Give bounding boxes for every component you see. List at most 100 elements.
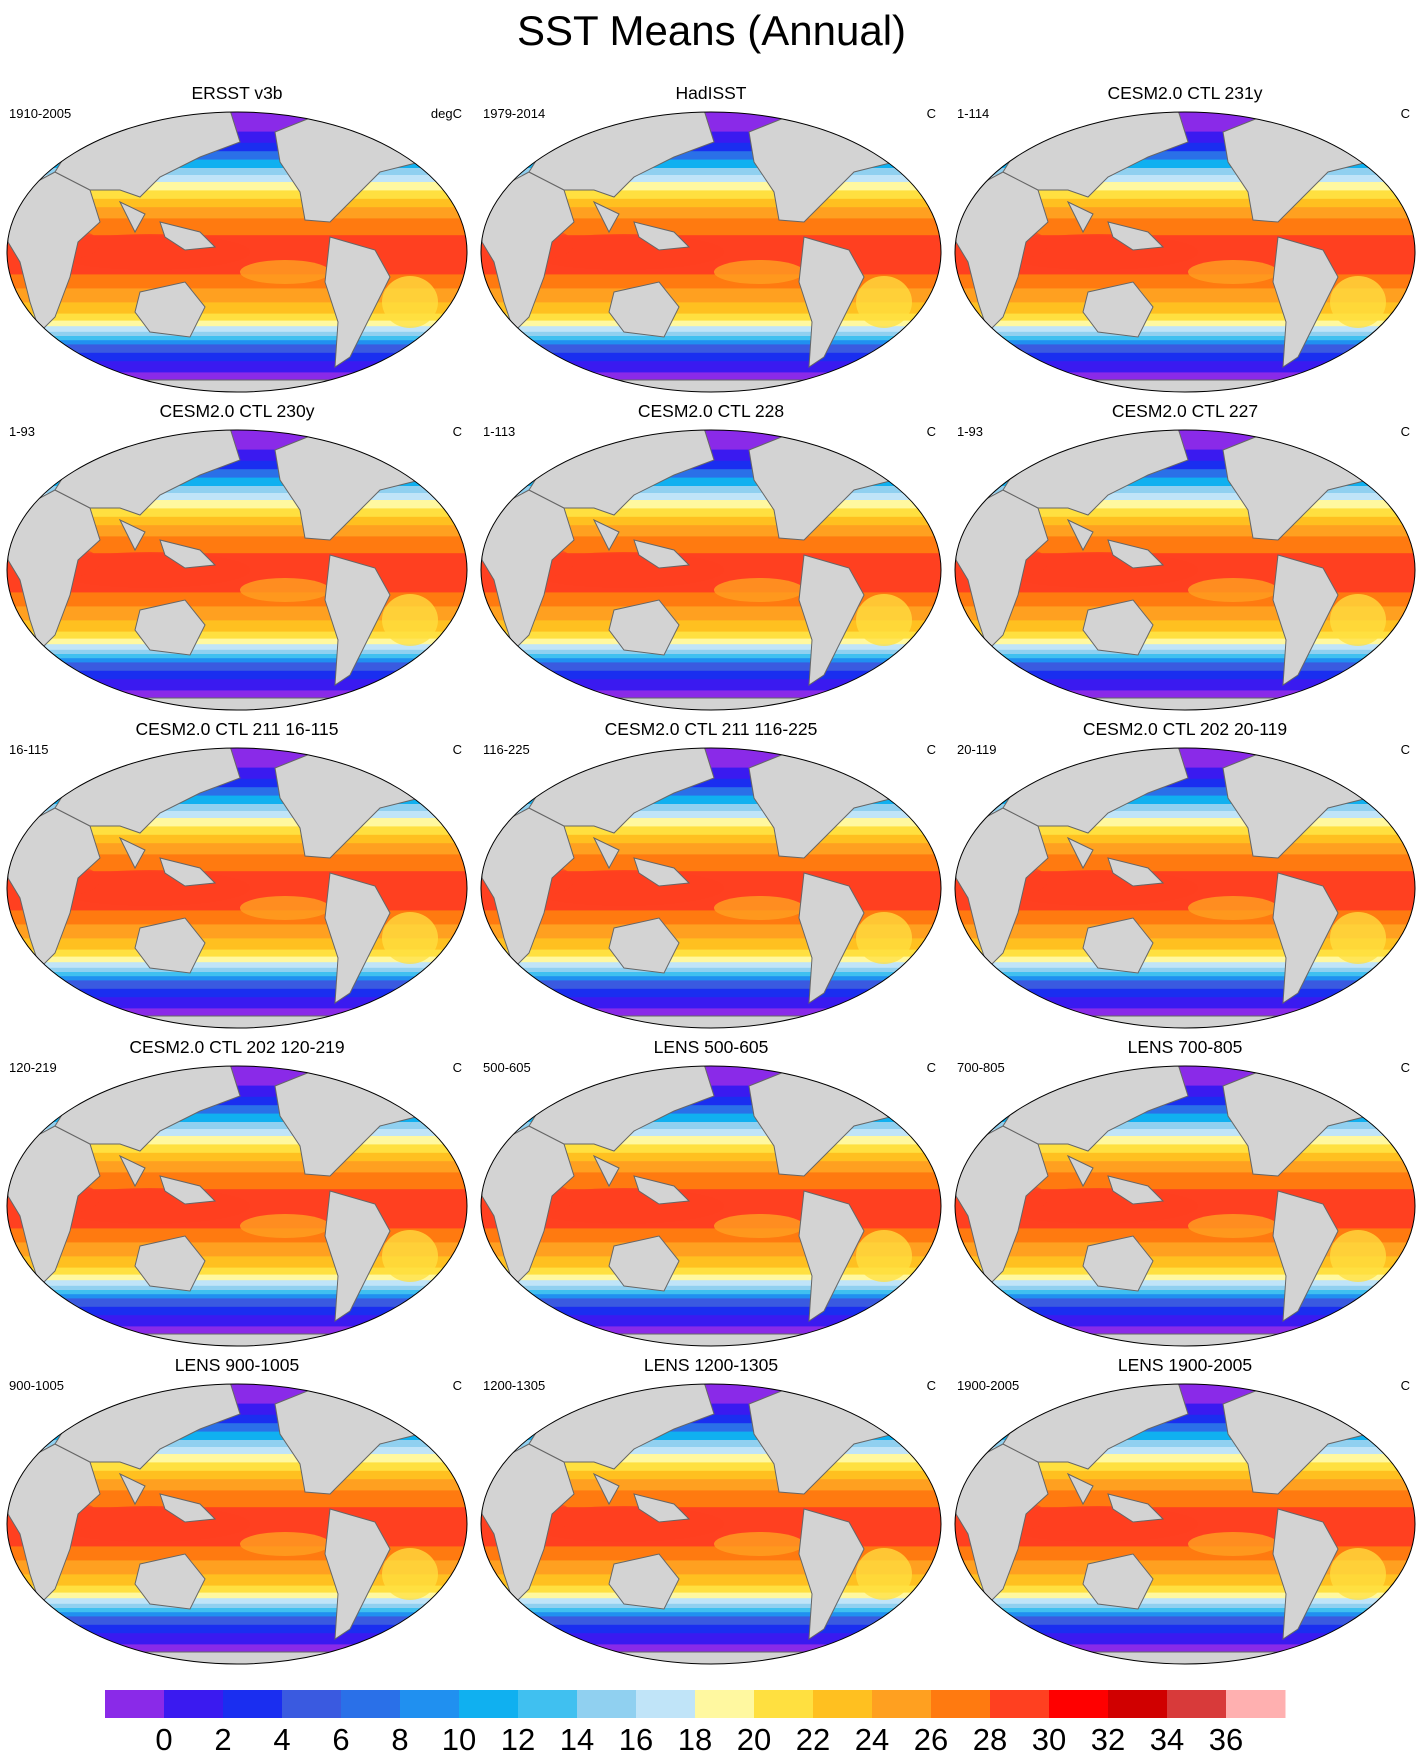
colorbar-swatch bbox=[1108, 1690, 1168, 1718]
colorbar-swatch bbox=[223, 1690, 283, 1718]
sst-map bbox=[480, 747, 942, 1029]
panel-units: degC bbox=[430, 106, 462, 121]
colorbar-tick-label: 12 bbox=[500, 1722, 536, 1757]
panel-units: C bbox=[1400, 424, 1410, 439]
panel-period: 700-805 bbox=[957, 1060, 1005, 1075]
colorbar-tick-label: 26 bbox=[913, 1722, 949, 1757]
map-panel: CESM2.0 CTL 202 20-119 20-119 C bbox=[948, 718, 1422, 1036]
panel-period: 1910-2005 bbox=[9, 106, 72, 121]
panel-title: ERSST v3b bbox=[191, 83, 283, 103]
colorbar-tick-label: 2 bbox=[214, 1722, 232, 1757]
colorbar-tick-label: 16 bbox=[618, 1722, 654, 1757]
panel-title: LENS 700-805 bbox=[1127, 1037, 1243, 1057]
colorbar-tick-label: 22 bbox=[795, 1722, 831, 1757]
map-panel: CESM2.0 CTL 227 1-93 C bbox=[948, 400, 1422, 718]
panel-title: CESM2.0 CTL 231y bbox=[1107, 83, 1263, 103]
sst-map bbox=[6, 429, 468, 711]
panel-title: CESM2.0 CTL 227 bbox=[1111, 401, 1259, 421]
colorbar-swatch bbox=[931, 1690, 991, 1718]
colorbar-tick-label: 6 bbox=[332, 1722, 350, 1757]
colorbar-swatch bbox=[636, 1690, 696, 1718]
sst-map bbox=[480, 1383, 942, 1665]
colorbar-swatch bbox=[695, 1690, 755, 1718]
sst-map bbox=[6, 747, 468, 1029]
colorbar-swatch bbox=[1226, 1690, 1286, 1718]
colorbar-tick-label: 34 bbox=[1149, 1722, 1185, 1757]
map-panel: LENS 1900-2005 1900-2005 C bbox=[948, 1354, 1422, 1672]
panel-period: 1200-1305 bbox=[483, 1378, 546, 1393]
map-panel: CESM2.0 CTL 211 116-225 116-225 C bbox=[474, 718, 948, 1036]
panel-title: LENS 900-1005 bbox=[174, 1355, 300, 1375]
panel-period: 1-113 bbox=[483, 424, 516, 439]
panel-units: C bbox=[452, 742, 462, 757]
panel-period: 120-219 bbox=[9, 1060, 57, 1075]
sst-map bbox=[954, 1383, 1416, 1665]
panel-units: C bbox=[1400, 1060, 1410, 1075]
sst-map bbox=[6, 111, 468, 393]
colorbar: 0 2 4 6 8 10 12 14 16 18 20 22 24 26 28 30 32 34 36 bbox=[105, 1690, 1315, 1760]
panel-period: 900-1005 bbox=[9, 1378, 64, 1393]
colorbar-swatch bbox=[754, 1690, 814, 1718]
map-panel: LENS 700-805 700-805 C bbox=[948, 1036, 1422, 1354]
figure-title: SST Means (Annual) bbox=[516, 7, 907, 54]
panel-title: LENS 500-605 bbox=[653, 1037, 769, 1057]
map-panel: LENS 900-1005 900-1005 C bbox=[0, 1354, 474, 1672]
sst-map bbox=[954, 429, 1416, 711]
colorbar-swatch bbox=[282, 1690, 342, 1718]
colorbar-tick-label: 32 bbox=[1090, 1722, 1126, 1757]
panel-period: 1900-2005 bbox=[957, 1378, 1020, 1393]
sst-map bbox=[480, 1065, 942, 1347]
panel-units: C bbox=[452, 1378, 462, 1393]
panel-title: CESM2.0 CTL 211 16-115 bbox=[135, 719, 339, 739]
panel-title: CESM2.0 CTL 230y bbox=[159, 401, 315, 421]
colorbar-tick-label: 36 bbox=[1208, 1722, 1244, 1757]
colorbar-swatch bbox=[341, 1690, 401, 1718]
sst-map bbox=[6, 1383, 468, 1665]
map-panel: CESM2.0 CTL 231y 1-114 C bbox=[948, 82, 1422, 400]
sst-map bbox=[6, 1065, 468, 1347]
colorbar-swatch bbox=[813, 1690, 873, 1718]
colorbar-swatch bbox=[400, 1690, 460, 1718]
colorbar-swatch bbox=[872, 1690, 932, 1718]
colorbar-swatch bbox=[1049, 1690, 1109, 1718]
panel-period: 1-93 bbox=[9, 424, 36, 439]
panel-units: C bbox=[926, 742, 936, 757]
panel-title: CESM2.0 CTL 202 120-219 bbox=[129, 1037, 345, 1057]
colorbar-tick-label: 10 bbox=[441, 1722, 477, 1757]
panel-title: CESM2.0 CTL 228 bbox=[637, 401, 785, 421]
colorbar-tick-label: 30 bbox=[1031, 1722, 1067, 1757]
sst-map bbox=[954, 111, 1416, 393]
panel-period: 16-115 bbox=[9, 742, 49, 757]
sst-map bbox=[954, 1065, 1416, 1347]
map-panel: CESM2.0 CTL 202 120-219 120-219 C bbox=[0, 1036, 474, 1354]
colorbar-swatch bbox=[990, 1690, 1050, 1718]
map-panel: ERSST v3b 1910-2005 degC bbox=[0, 82, 474, 400]
colorbar-tick-label: 0 bbox=[155, 1722, 173, 1757]
panel-units: C bbox=[926, 1060, 936, 1075]
panel-period: 1-114 bbox=[957, 106, 990, 121]
map-panel: CESM2.0 CTL 230y 1-93 C bbox=[0, 400, 474, 718]
panel-units: C bbox=[452, 1060, 462, 1075]
sst-map bbox=[480, 429, 942, 711]
panel-units: C bbox=[1400, 1378, 1410, 1393]
panel-units: C bbox=[926, 424, 936, 439]
colorbar-swatch bbox=[164, 1690, 224, 1718]
colorbar-tick-label: 4 bbox=[273, 1722, 291, 1757]
colorbar-tick-label: 18 bbox=[677, 1722, 713, 1757]
panel-period: 116-225 bbox=[483, 742, 530, 757]
map-panel: LENS 500-605 500-605 C bbox=[474, 1036, 948, 1354]
panel-period: 1-93 bbox=[957, 424, 984, 439]
panel-title: LENS 1900-2005 bbox=[1117, 1355, 1253, 1375]
colorbar-swatch bbox=[1167, 1690, 1227, 1718]
panel-units: C bbox=[926, 106, 936, 121]
colorbar-tick-label: 20 bbox=[736, 1722, 772, 1757]
panel-title: LENS 1200-1305 bbox=[643, 1355, 779, 1375]
colorbar-swatch bbox=[105, 1690, 165, 1718]
map-panel: HadISST 1979-2014 C bbox=[474, 82, 948, 400]
colorbar-swatch bbox=[577, 1690, 637, 1718]
panel-period: 500-605 bbox=[483, 1060, 531, 1075]
panel-title: CESM2.0 CTL 211 116-225 bbox=[604, 719, 818, 739]
panel-period: 20-119 bbox=[957, 742, 997, 757]
panel-title: HadISST bbox=[675, 83, 747, 103]
colorbar-tick-label: 8 bbox=[391, 1722, 409, 1757]
